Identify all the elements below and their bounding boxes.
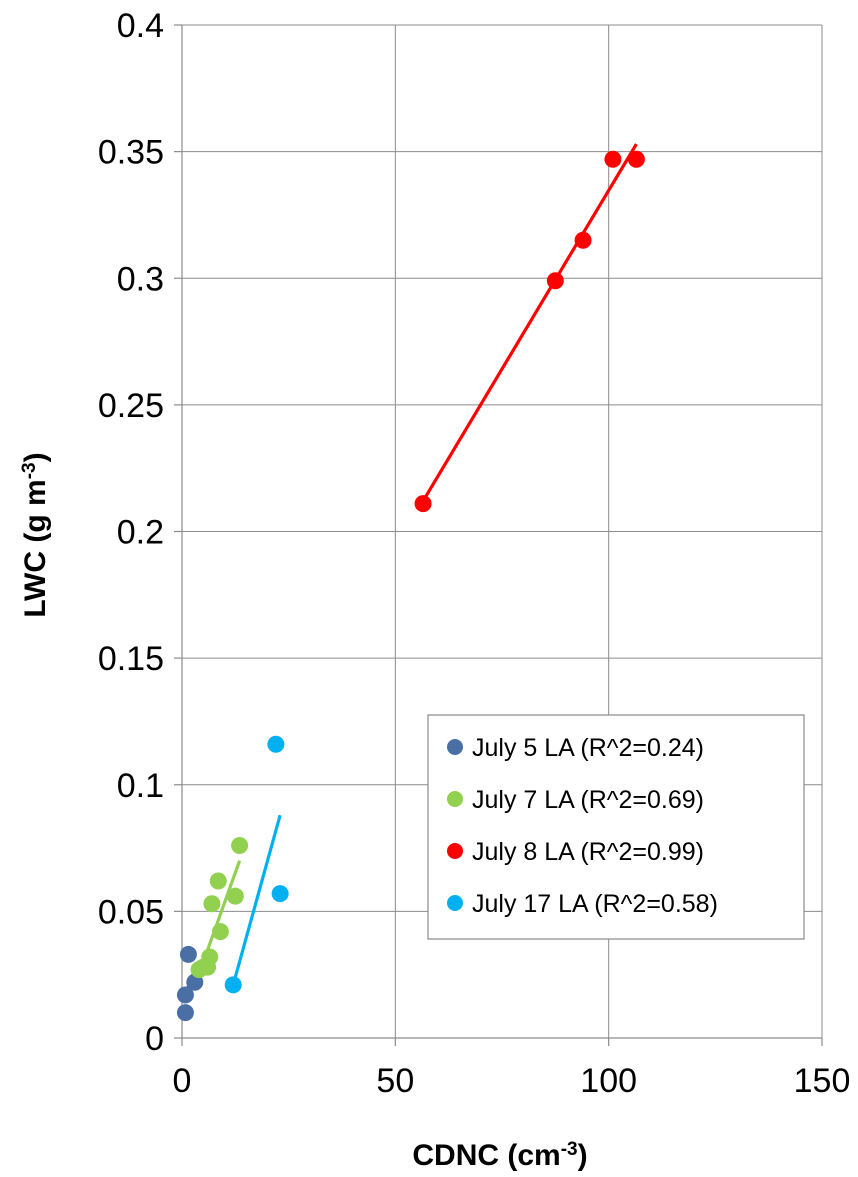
- data-point: [574, 231, 592, 249]
- y-axis-title: LWC (g m-3): [19, 452, 53, 617]
- x-tick-labels: 0 50 100 150: [173, 1062, 851, 1100]
- trendline: [231, 814, 282, 986]
- legend: July 5 LA (R^2=0.24) July 7 LA (R^2=0.69)…: [427, 714, 805, 940]
- legend-marker: [447, 895, 463, 911]
- data-point: [211, 923, 229, 941]
- x-tick-label: 150: [794, 1062, 851, 1100]
- data-point: [267, 735, 285, 753]
- data-point: [604, 150, 622, 168]
- data-point: [231, 837, 249, 855]
- legend-marker: [447, 843, 463, 859]
- legend-entry: July 7 LA (R^2=0.69): [472, 786, 704, 814]
- y-tick-label: 0.15: [98, 640, 164, 678]
- data-point: [414, 495, 432, 513]
- x-tick-label: 50: [376, 1062, 414, 1100]
- data-point: [176, 1004, 194, 1022]
- legend-marker: [447, 791, 463, 807]
- trendline: [421, 143, 638, 502]
- y-tick-label: 0: [145, 1020, 164, 1058]
- data-point: [190, 961, 208, 979]
- data-point: [203, 895, 221, 913]
- y-tick-labels: 0 0.05 0.1 0.15 0.2 0.25 0.3 0.35 0.4: [98, 7, 164, 1058]
- axes: [174, 24, 823, 1046]
- data-point: [271, 885, 289, 903]
- legend-entry: July 5 LA (R^2=0.24): [472, 734, 704, 762]
- y-tick-label: 0.4: [117, 7, 164, 45]
- x-axis-title: CDNC (cm-3): [412, 1139, 587, 1173]
- data-point: [209, 872, 227, 890]
- data-point: [179, 945, 197, 963]
- y-tick-label: 0.35: [98, 134, 164, 172]
- x-tick-label: 100: [580, 1062, 637, 1100]
- x-tick-label: 0: [173, 1062, 192, 1100]
- legend-entry: July 17 LA (R^2=0.58): [472, 890, 718, 918]
- y-tick-label: 0.2: [117, 514, 164, 552]
- legend-marker: [447, 739, 463, 755]
- y-tick-label: 0.1: [117, 767, 164, 805]
- legend-box: [427, 714, 805, 940]
- data-point: [224, 976, 242, 994]
- data-point: [226, 887, 244, 905]
- y-tick-label: 0.3: [117, 260, 164, 298]
- data-point: [546, 272, 564, 290]
- y-tick-label: 0.25: [98, 387, 164, 425]
- data-points: [176, 150, 645, 1022]
- data-point: [627, 150, 645, 168]
- data-point: [176, 986, 194, 1004]
- y-tick-label: 0.05: [98, 893, 164, 931]
- legend-entry: July 8 LA (R^2=0.99): [472, 838, 704, 866]
